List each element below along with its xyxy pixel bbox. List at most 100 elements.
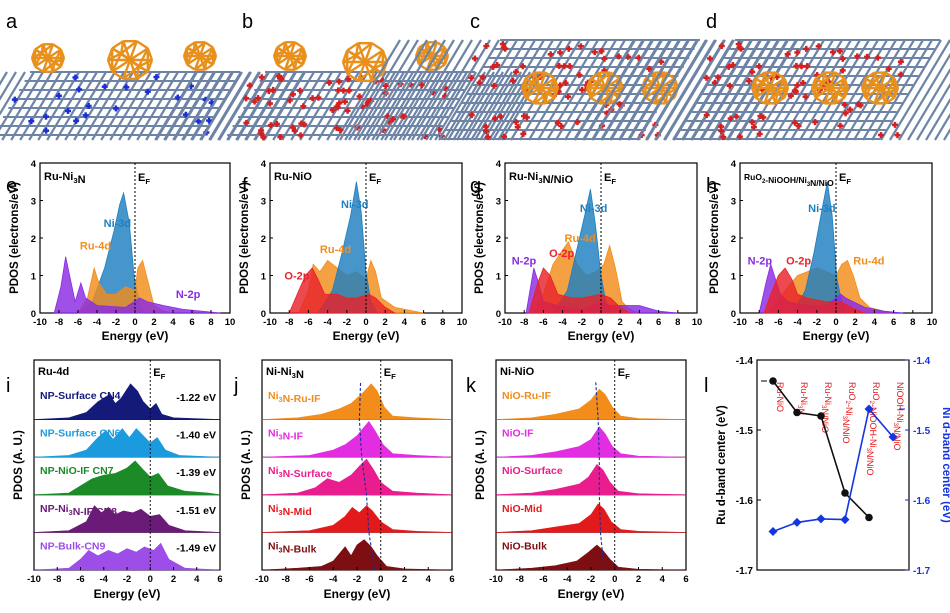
x-tick-label: -6 xyxy=(774,317,782,328)
ru-bond xyxy=(192,41,206,53)
stacked-pdos-row: Ru-4d NP-Surface CN4 -1.22 eV NP-Surface CN… xyxy=(13,359,689,601)
ru-bond xyxy=(836,77,846,94)
panel-title: RuO2-NiOOH/Ni3N/NiO xyxy=(744,172,834,188)
x-tick-label: 2 xyxy=(402,574,407,585)
lattice-bond xyxy=(483,39,545,141)
series-marker xyxy=(840,515,850,525)
strip-label: Ni3N-Mid xyxy=(268,503,312,518)
lattice-bond xyxy=(227,71,270,141)
x-tick-label: -4 xyxy=(100,574,109,585)
ru-bond xyxy=(538,72,547,89)
x-tick-label: -4 xyxy=(793,317,802,328)
ru-bond xyxy=(603,72,612,89)
lattice-bond xyxy=(0,71,8,86)
x-tick-label: -8 xyxy=(520,317,528,328)
x-tick-label: 8 xyxy=(440,317,445,328)
lattice-bond xyxy=(46,71,89,141)
x-tick-label: 4 xyxy=(637,317,643,328)
strip-label: Ni3N-IF xyxy=(268,428,304,443)
panel-title: Ru-Ni3N/NiO xyxy=(509,171,574,186)
ru-bond xyxy=(597,71,612,84)
x-axis-label: Energy (eV) xyxy=(558,587,625,601)
lattice-bond xyxy=(64,71,107,141)
series-label-o-2p: O-2p xyxy=(786,255,811,267)
x-tick-label: -6 xyxy=(76,574,84,585)
x-axis-label: Energy (eV) xyxy=(568,329,635,343)
ru-bond xyxy=(52,43,62,51)
ru-bond xyxy=(186,63,196,71)
y-axis-label: Ru d-band center (eV) xyxy=(716,405,728,525)
x-tick-label: -6 xyxy=(74,317,82,328)
x-tick-label: -4 xyxy=(93,317,102,328)
lattice-bond xyxy=(339,39,401,141)
series-label-ni-3d: Ni-3d xyxy=(104,218,131,230)
ru-bond xyxy=(754,71,766,80)
strip-area xyxy=(33,542,221,571)
series-marker xyxy=(841,489,849,497)
y-tick-label: 4 xyxy=(31,159,37,170)
ru-bond xyxy=(186,54,201,66)
lattice-bond xyxy=(0,71,26,116)
lattice-bond xyxy=(461,71,504,141)
series-label-ni-3d: Ni-3d xyxy=(808,203,836,215)
series-area-o-2p xyxy=(528,267,632,314)
strip-label: Ni3N-Surface xyxy=(268,465,332,480)
panel-letter-h: h xyxy=(706,175,717,197)
lattice-bond xyxy=(398,71,441,141)
series-label-ru-4d: Ru-4d xyxy=(853,255,884,267)
ru-bond xyxy=(42,61,56,73)
ru-bond xyxy=(289,46,304,58)
y-tick-label: 4 xyxy=(496,159,502,170)
strip-label: NiO-IF xyxy=(502,428,534,440)
strip-label: Ni3N-Bulk xyxy=(268,540,317,555)
lattice-bond xyxy=(610,39,672,141)
ru-bond xyxy=(111,52,123,73)
ru-bond xyxy=(524,71,536,80)
ru-bond xyxy=(814,96,826,105)
strip-label: NP-Surface CN4 xyxy=(40,390,121,402)
ru-bond xyxy=(355,42,373,57)
strip-label: NP-NiO-IF CN7 xyxy=(40,465,114,477)
strip-area xyxy=(33,505,221,533)
ru-bond xyxy=(341,49,349,63)
x-tick-label: 2 xyxy=(636,574,641,585)
panel-letter-b: b xyxy=(242,11,253,33)
lattice-bond xyxy=(155,71,198,141)
x-tick-label: 0 xyxy=(378,574,383,585)
ru-bond xyxy=(533,87,542,104)
ru-bond xyxy=(754,96,766,105)
ru-bond xyxy=(122,65,140,80)
ru-bond xyxy=(589,82,599,99)
y-tick-label: 0 xyxy=(731,309,736,320)
y-axis-label: PDOS (electrons/eV) xyxy=(709,182,721,294)
ru-bond xyxy=(138,65,149,73)
x-tick-label: 4 xyxy=(426,574,432,585)
panel-letter-k: k xyxy=(466,375,477,397)
series-marker xyxy=(817,412,825,420)
lattice-bond xyxy=(425,71,468,141)
ru-bond xyxy=(836,92,846,99)
panel-title: Ru-4d xyxy=(38,366,69,378)
ru-bond xyxy=(768,72,777,89)
y2-tick-label: -1.6 xyxy=(913,496,931,507)
x-tick-label: -6 xyxy=(305,574,313,585)
d-band-center-trace xyxy=(595,381,605,571)
ru-bond xyxy=(546,77,556,94)
x-tick-label: 10 xyxy=(457,317,468,328)
ru-bond xyxy=(872,71,887,84)
ru-bond xyxy=(120,40,125,54)
ru-bond xyxy=(864,86,881,99)
y-tick-label: 2 xyxy=(496,234,501,245)
d-band-value: -1.51 eV xyxy=(176,505,216,517)
ru-bond xyxy=(111,58,131,73)
ru-bond xyxy=(539,77,556,90)
ru-bond xyxy=(122,59,132,80)
y-tick-label: 2 xyxy=(261,234,266,245)
ru-bond xyxy=(284,59,298,71)
ru-bond xyxy=(111,47,122,55)
lattice-bond xyxy=(1,71,44,141)
lattice-bond xyxy=(682,39,744,141)
lattice-bond xyxy=(673,39,735,141)
